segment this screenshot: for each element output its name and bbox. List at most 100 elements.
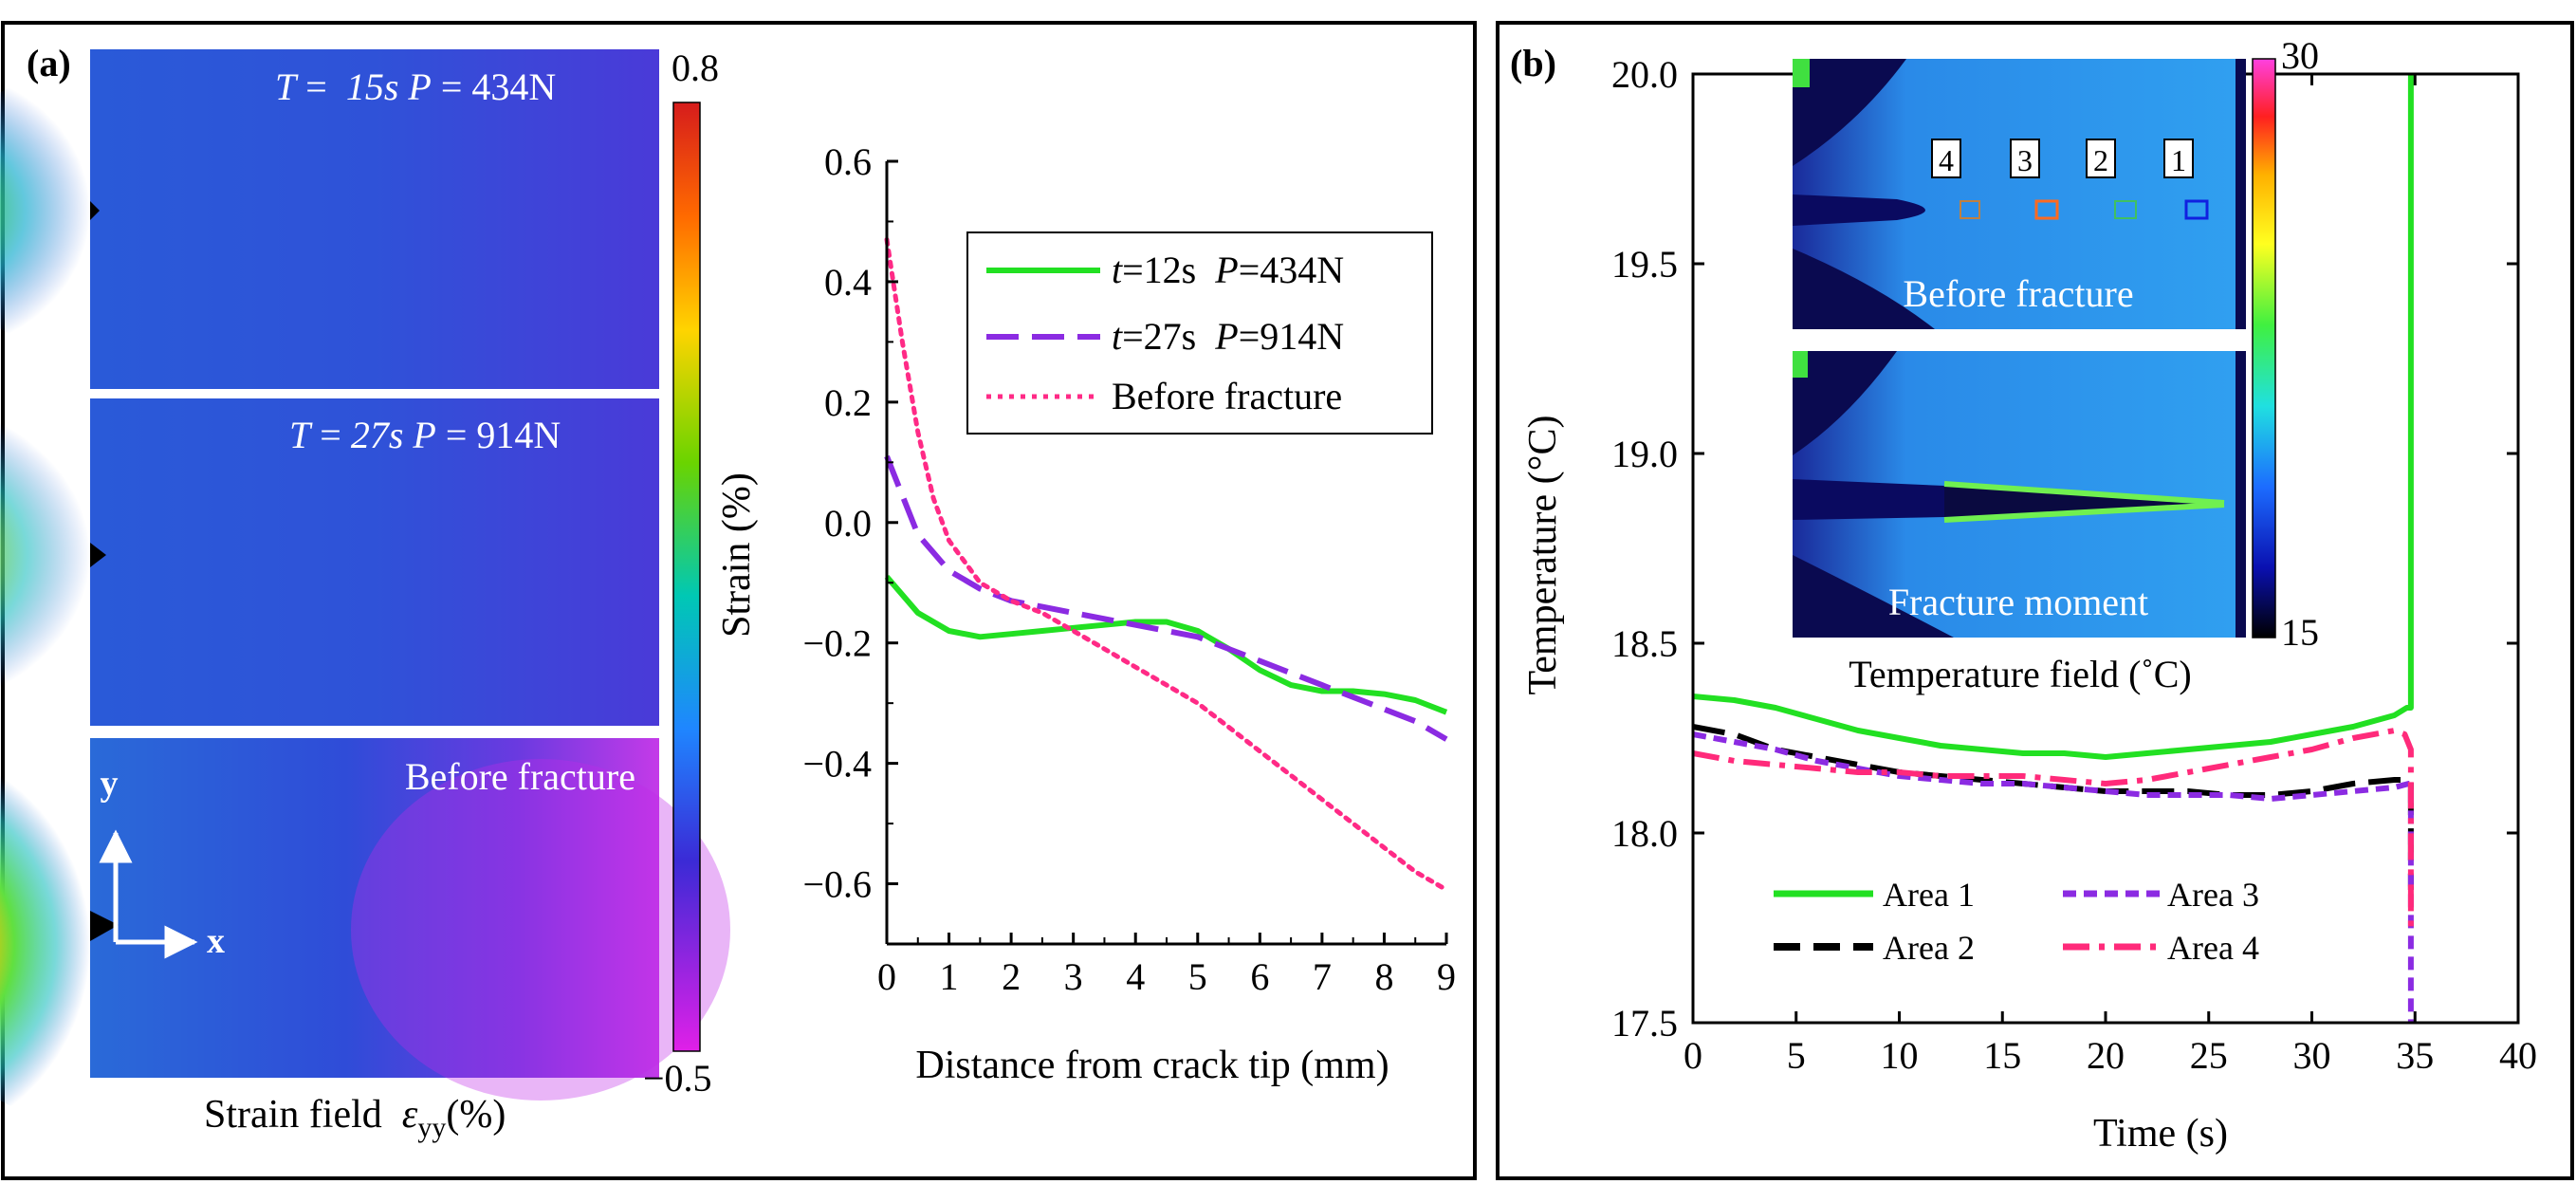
thermal-moment-image: Fracture moment — [1793, 351, 2246, 638]
svg-text:t=27s P=914N: t=27s P=914N — [1112, 315, 1344, 358]
x-tick-label: 1 — [940, 955, 959, 998]
legend-t12-rest: =12s — [1122, 249, 1205, 291]
legend-area2-label: Area 2 — [1883, 929, 1975, 967]
legend-area4-label: Area 4 — [2167, 929, 2259, 967]
temperature-colorbar — [2252, 58, 2276, 638]
strain-profile-ylabel: Strain (%) — [715, 472, 759, 638]
y-tick-label: 19.5 — [1611, 243, 1678, 286]
x-tick-label: 40 — [2499, 1034, 2537, 1077]
x-tick-label: 35 — [2396, 1034, 2434, 1077]
strain-map-1-P: P — [407, 65, 431, 108]
series-line-area-4 — [1692, 728, 2414, 928]
temperature-xlabel: Time (s) — [2093, 1112, 2228, 1156]
legend-t27-t: t — [1112, 315, 1123, 358]
svg-text:Strain field εyy(%): Strain field εyy(%) — [204, 1093, 506, 1143]
x-tick-label: 25 — [2190, 1034, 2228, 1077]
y-tick-label: −0.2 — [802, 622, 872, 665]
strain-map-2: T = 27s P = 914N — [0, 394, 659, 726]
y-tick-label: 0.6 — [824, 140, 872, 183]
y-tick-label: 0.4 — [824, 261, 872, 304]
x-tick-label: 0 — [1684, 1034, 1702, 1077]
legend-t27-p: P — [1214, 315, 1238, 358]
panel-b-frame — [1496, 21, 2574, 1180]
x-tick-label: 15 — [1983, 1034, 2021, 1077]
strain-map-3: Before fracture y x — [0, 726, 730, 1124]
strain-colorbar-min: −0.5 — [643, 1057, 712, 1100]
y-tick-label: 0.2 — [824, 381, 872, 424]
y-tick-label: −0.6 — [802, 863, 872, 906]
area-box-2 — [2114, 200, 2137, 219]
y-tick-label: 0.0 — [824, 502, 872, 545]
y-tick-label: 19.0 — [1611, 433, 1678, 475]
legend-area1-label: Area 1 — [1883, 876, 1975, 914]
y-tick-label: 17.5 — [1611, 1002, 1678, 1045]
strain-field-caption: Strain field — [204, 1093, 382, 1137]
temperature-field-caption: Temperature field (˚C) — [1849, 653, 2191, 695]
strain-profile-legend-box — [966, 231, 1433, 435]
thermal-moment-caption: Fracture moment — [1888, 581, 2148, 623]
strain-profile-xlabel: Distance from crack tip (mm) — [915, 1044, 1389, 1087]
legend-t12-t: t — [1112, 249, 1123, 291]
x-tick-label: 7 — [1313, 955, 1332, 998]
y-tick-label: −0.4 — [802, 743, 872, 786]
series-line-area-3 — [1692, 731, 2414, 1023]
y-axis-arrow-label: y — [101, 764, 119, 804]
series-line-area-1 — [1692, 74, 2414, 760]
svg-text:t=12s P=434N: t=12s P=434N — [1112, 249, 1344, 291]
svg-text:T = 15s P = 434N: T = 15s P = 434N — [275, 65, 556, 108]
area-label-4: 4 — [1939, 143, 1954, 177]
x-tick-label: 8 — [1374, 955, 1393, 998]
legend-t27-rest: =27s — [1122, 315, 1205, 358]
legend-t12-prest: =434N — [1239, 249, 1344, 291]
strain-field-subscript: yy — [417, 1112, 446, 1143]
legend-t27-prest: =914N — [1239, 315, 1344, 358]
x-tick-label: 5 — [1787, 1034, 1806, 1077]
panel-b-label: (b) — [1510, 42, 1556, 84]
area-box-3 — [2034, 199, 2059, 220]
temperature-colorbar-max: 30 — [2281, 34, 2319, 77]
strain-profile-chart: 0 1 2 3 4 5 6 7 8 9 −0.6 −0.4 −0.2 0.0 0.2 0.4 0.6 — [802, 140, 1456, 998]
strain-map-1-force: = 434N — [432, 65, 556, 108]
x-tick-label: 9 — [1437, 955, 1456, 998]
strain-colorbar — [672, 102, 701, 1052]
strain-map-1-T: T — [275, 65, 299, 108]
thermal-before-image: 4 3 2 1 Before fracture — [1793, 59, 2246, 329]
thermal-before-caption: Before fracture — [1903, 272, 2133, 315]
x-tick-label: 3 — [1064, 955, 1083, 998]
series-line-t-12s-p-434n — [884, 574, 1448, 715]
x-tick-label: 4 — [1126, 955, 1145, 998]
temperature-legend: Area 1 Area 2 Area 3 Area 4 — [1774, 876, 2259, 967]
x-tick-label: 20 — [2087, 1034, 2125, 1077]
y-tick-label: 18.0 — [1611, 812, 1678, 855]
area-label-3: 3 — [2017, 143, 2033, 177]
y-tick-label: 18.5 — [1611, 622, 1678, 665]
x-tick-label: 6 — [1250, 955, 1269, 998]
strain-map-1-time: 15s — [346, 65, 399, 108]
strain-map-3-caption: Before fracture — [405, 755, 635, 798]
x-tick-label: 10 — [1881, 1034, 1919, 1077]
area-label-1: 1 — [2171, 143, 2186, 177]
x-tick-label: 5 — [1188, 955, 1207, 998]
legend-area3-label: Area 3 — [2167, 876, 2259, 914]
series-line-t-27s-p-914n — [884, 454, 1448, 742]
strain-field-unit: (%) — [446, 1093, 506, 1137]
area-label-2: 2 — [2093, 143, 2108, 177]
x-tick-label: 0 — [877, 955, 896, 998]
legend-t12-p: P — [1214, 249, 1238, 291]
x-axis-arrow-label: x — [207, 921, 225, 961]
thermal-inset: 4 3 2 1 Before fracture Fracture moment — [1793, 34, 2319, 695]
svg-text:T = 27s P = 914N: T = 27s P = 914N — [289, 414, 561, 456]
strain-map-2-force: = 914N — [436, 414, 561, 456]
x-tick-label: 2 — [1002, 955, 1021, 998]
temperature-ylabel: Temperature (°C) — [1521, 416, 1565, 695]
legend-before-label: Before fracture — [1112, 375, 1342, 417]
strain-colorbar-max: 0.8 — [672, 46, 719, 89]
y-tick-label: 20.0 — [1611, 53, 1678, 96]
strain-map-2-T: T — [289, 414, 313, 456]
x-tick-label: 30 — [2293, 1034, 2331, 1077]
temperature-colorbar-min: 15 — [2281, 611, 2319, 654]
series-line-before-fracture — [884, 237, 1449, 893]
temperature-chart: 0 5 10 15 20 25 30 35 40 17.5 18.0 18.5 19.0 19.5 20.0 — [1611, 53, 2537, 1077]
strain-map-1: T = 15s P = 434N — [0, 49, 659, 389]
